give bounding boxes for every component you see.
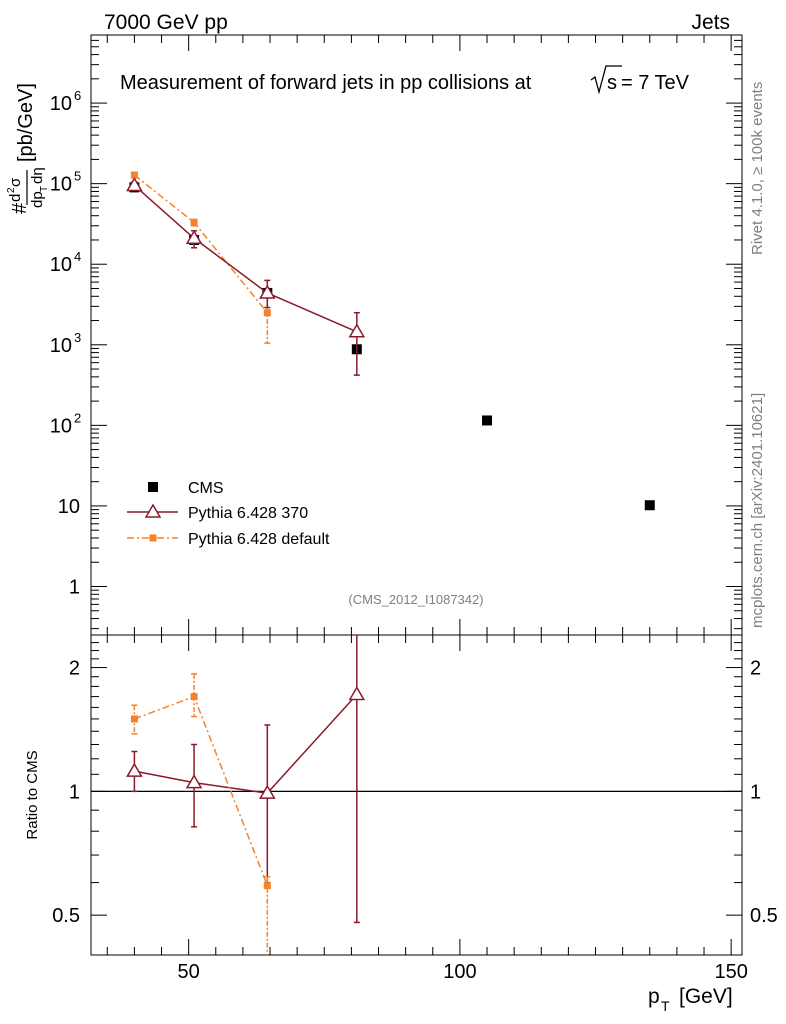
legend-label: Pythia 6.428 default <box>188 531 330 548</box>
series-cms <box>129 182 655 511</box>
svg-text:dη: dη <box>29 167 46 184</box>
data-point-pythia-6-428-default <box>263 882 271 890</box>
analysis-watermark: (CMS_2012_I1087342) <box>348 592 483 607</box>
data-point-pythia-6-428-default <box>190 693 198 701</box>
svg-text:p: p <box>648 985 660 1008</box>
ratio-series <box>126 635 366 955</box>
svg-text:T: T <box>661 998 670 1014</box>
data-point-pythia-6-428-370 <box>126 176 143 192</box>
main-series <box>126 171 655 511</box>
data-point-pythia-6-428-370 <box>185 229 203 245</box>
rivet-version-label: Rivet 4.1.0, ≥ 100k events <box>749 82 766 255</box>
x-tick-label: 150 <box>714 961 747 983</box>
legend-label: Pythia 6.428 370 <box>188 505 308 522</box>
header-energy-label: 7000 GeV pp <box>104 11 228 34</box>
data-point-pythia-6-428-default <box>190 218 198 226</box>
series-pythia-6-428-default <box>130 673 271 955</box>
data-point-cms <box>644 500 655 511</box>
plot-title-text: Measurement of forward jets in pp collis… <box>120 72 532 94</box>
legend-marker <box>148 482 158 492</box>
data-point-pythia-6-428-default <box>130 715 138 723</box>
ratio-y-tick-label: 0.5 <box>52 905 80 927</box>
ratio-y-axis-label: Ratio to CMS <box>24 750 41 839</box>
svg-text:2: 2 <box>6 187 17 193</box>
series-pythia-6-428-370 <box>126 176 366 376</box>
data-point-pythia-6-428-default <box>263 309 271 317</box>
y-tick-label-exponent: 6 <box>74 88 81 103</box>
svg-text:d: d <box>7 194 24 202</box>
plot-title-suffix: = 7 TeV <box>621 72 690 94</box>
x-tick-label: 100 <box>443 961 476 983</box>
y-tick-label: 1 <box>69 576 80 598</box>
series-line-pythia-6-428-370 <box>134 693 358 794</box>
y-tick-label-exponent: 3 <box>74 330 81 345</box>
series-pythia-6-428-370 <box>126 635 366 924</box>
legend-marker <box>144 503 162 518</box>
y-tick-label: 10 <box>50 93 72 115</box>
x-axis-label: p T [GeV] <box>648 985 733 1014</box>
plot-title: Measurement of forward jets in pp collis… <box>120 65 690 95</box>
ratio-y-tick-label: 2 <box>69 658 80 680</box>
svg-text:[GeV]: [GeV] <box>679 985 733 1008</box>
svg-text:dp: dp <box>29 191 46 208</box>
data-point-pythia-6-428-370 <box>348 686 366 701</box>
series-pythia-6-428-default <box>130 171 271 344</box>
legend-label: CMS <box>188 480 224 497</box>
data-point-cms <box>482 415 493 426</box>
data-point-pythia-6-428-370 <box>185 774 203 789</box>
svg-text:#: # <box>9 202 31 214</box>
y-tick-label: 10 <box>58 496 80 518</box>
y-tick-label-exponent: 4 <box>74 249 81 264</box>
plot-title-sqrt-arg: s <box>607 72 617 94</box>
header-category-label: Jets <box>691 11 730 34</box>
y-tick-label-exponent: 5 <box>74 169 81 184</box>
ratio-y-tick-label-right: 0.5 <box>750 905 778 927</box>
data-point-pythia-6-428-370 <box>259 784 276 799</box>
ratio-y-tick-label-right: 1 <box>750 781 761 803</box>
ratio-plot-frame <box>90 634 743 956</box>
y-tick-label: 10 <box>50 174 72 196</box>
sqrt-symbol-icon <box>590 65 622 95</box>
y-tick-label-exponent: 2 <box>74 410 81 425</box>
legend: CMS Pythia 6.428 370 Pythia 6.428 default <box>127 480 330 548</box>
data-point-pythia-6-428-370 <box>259 284 276 299</box>
x-tick-label: 50 <box>178 961 200 983</box>
y-tick-label: 10 <box>50 415 72 437</box>
y-tick-label: 10 <box>50 335 72 357</box>
y-tick-label: 10 <box>50 254 72 276</box>
main-y-axis-label: # d 2 σ dp T dη [pb/GeV] <box>6 83 50 214</box>
svg-text:T: T <box>39 186 50 192</box>
series-line-pythia-6-428-370 <box>133 184 358 333</box>
mcplots-label: mcplots.cern.ch [arXiv:2401.10621] <box>749 393 766 628</box>
data-point-pythia-6-428-default <box>130 171 138 179</box>
svg-text:[pb/GeV]: [pb/GeV] <box>15 83 37 162</box>
data-point-pythia-6-428-370 <box>348 323 366 338</box>
svg-text:σ: σ <box>7 177 24 187</box>
data-point-pythia-6-428-370 <box>126 762 143 777</box>
ratio-axes: 50 100 150 0.5 0.5 1 1 2 2 <box>52 634 778 983</box>
ratio-y-tick-label-right: 2 <box>750 658 761 680</box>
ratio-y-tick-label: 1 <box>69 781 80 803</box>
legend-marker <box>149 534 157 542</box>
